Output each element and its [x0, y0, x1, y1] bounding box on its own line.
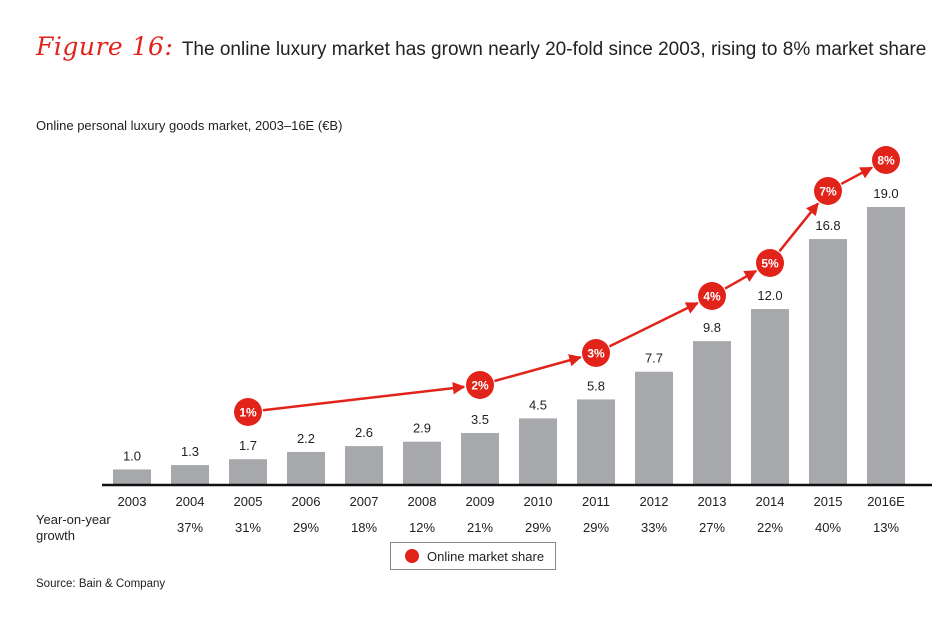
share-marker-label: 7%	[819, 185, 837, 199]
x-tick-label: 2013	[698, 494, 727, 509]
bar-value-label: 3.5	[471, 412, 489, 427]
bar-value-label: 5.8	[587, 378, 605, 393]
legend-label: Online market share	[427, 548, 545, 564]
bar-value-label: 7.7	[645, 351, 663, 366]
bar-value-label: 16.8	[815, 218, 840, 233]
share-marker-label: 4%	[703, 290, 721, 304]
x-tick-label: 2009	[466, 494, 495, 509]
growth-value: 21%	[467, 520, 493, 535]
share-marker-label: 2%	[471, 379, 489, 393]
share-marker-label: 5%	[761, 257, 779, 271]
figure-title: The online luxury market has grown nearl…	[181, 39, 927, 60]
share-arrow	[840, 166, 873, 186]
bar	[113, 469, 151, 484]
bar	[519, 418, 557, 484]
figure-header: Figure 16: The online luxury market has …	[36, 32, 926, 61]
bar-value-label: 1.0	[123, 448, 141, 463]
share-marker	[814, 177, 842, 205]
bar	[577, 399, 615, 484]
bar	[403, 441, 441, 484]
growth-value: 12%	[409, 520, 435, 535]
growth-value: 29%	[293, 520, 319, 535]
bar	[867, 207, 905, 484]
x-tick-label: 2008	[408, 494, 437, 509]
x-tick-label: 2015	[814, 494, 843, 509]
bar	[751, 309, 789, 484]
x-tick-label: 2014	[756, 494, 785, 509]
growth-row-label: Year-on-year growth	[36, 512, 111, 543]
legend-dot-icon	[405, 549, 419, 563]
share-marker-label: 8%	[877, 154, 895, 168]
x-tick-label: 2003	[118, 494, 147, 509]
growth-value: 37%	[177, 520, 203, 535]
share-marker	[872, 146, 900, 174]
growth-value: 29%	[583, 520, 609, 535]
share-marker	[234, 398, 262, 426]
share-arrow	[778, 202, 819, 253]
growth-row-label-line: growth	[36, 528, 75, 543]
bar	[229, 459, 267, 484]
figure-label: Figure 16:	[36, 32, 174, 61]
bar	[461, 432, 499, 484]
share-marker	[756, 249, 784, 277]
x-tick-label: 2011	[582, 494, 610, 509]
bar-value-label: 1.7	[239, 438, 257, 453]
growth-row-label-line: Year-on-year	[36, 512, 111, 527]
bar	[171, 465, 209, 484]
bar-value-label: 19.0	[873, 186, 898, 201]
share-marker-label: 1%	[239, 406, 257, 420]
growth-value: 27%	[699, 520, 725, 535]
growth-value: 33%	[641, 520, 667, 535]
chart-title: Online personal luxury goods market, 200…	[36, 118, 343, 133]
bar-value-label: 2.2	[297, 431, 315, 446]
x-tick-label: 2007	[350, 494, 379, 509]
growth-value: 29%	[525, 520, 551, 535]
x-tick-label: 2004	[176, 494, 205, 509]
bar-value-label: 4.5	[529, 397, 547, 412]
x-tick-label: 2016E	[867, 494, 905, 509]
bar-value-label: 9.8	[703, 320, 721, 335]
bar-value-label: 2.6	[355, 425, 373, 440]
bar	[809, 239, 847, 484]
x-tick-label: 2005	[234, 494, 263, 509]
bar-value-label: 2.9	[413, 421, 431, 436]
growth-value: 22%	[757, 520, 783, 535]
share-marker	[466, 371, 494, 399]
share-arrow	[608, 301, 699, 348]
growth-value: 13%	[873, 520, 899, 535]
growth-value: 18%	[351, 520, 377, 535]
share-marker-label: 3%	[587, 347, 605, 361]
bar	[287, 451, 325, 484]
x-tick-label: 2012	[640, 494, 669, 509]
share-marker	[582, 339, 610, 367]
share-arrow	[494, 354, 582, 383]
bar	[693, 341, 731, 484]
bar	[635, 371, 673, 484]
share-arrow	[724, 269, 758, 290]
legend: Online market share	[390, 542, 556, 570]
growth-value: 31%	[235, 520, 261, 535]
bar-value-label: 12.0	[757, 288, 782, 303]
bar-value-label: 1.3	[181, 444, 199, 459]
x-tick-label: 2010	[524, 494, 553, 509]
bar	[345, 446, 383, 484]
share-arrow	[262, 381, 466, 412]
x-tick-label: 2006	[292, 494, 321, 509]
share-marker	[698, 282, 726, 310]
source-note: Source: Bain & Company	[36, 578, 166, 590]
growth-value: 40%	[815, 520, 841, 535]
